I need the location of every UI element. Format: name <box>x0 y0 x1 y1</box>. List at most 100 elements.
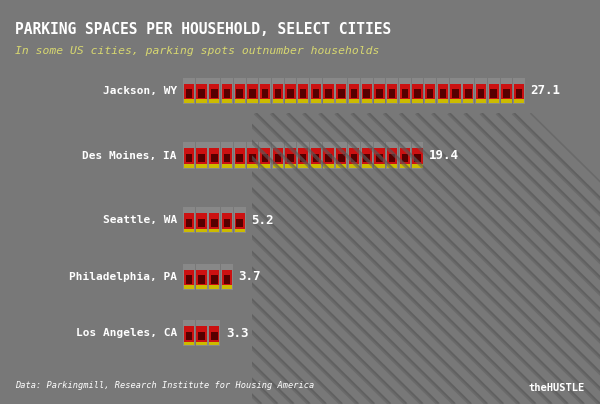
Bar <box>235 213 245 232</box>
Bar <box>222 269 232 288</box>
Bar <box>349 84 359 103</box>
Bar <box>235 99 245 103</box>
Text: 5.2: 5.2 <box>251 214 274 227</box>
Bar <box>287 89 294 98</box>
Bar <box>323 78 335 104</box>
Bar <box>235 84 245 103</box>
Bar <box>463 78 474 104</box>
Bar <box>236 89 243 98</box>
Bar <box>247 164 257 168</box>
Bar <box>298 84 308 103</box>
Bar <box>183 207 195 234</box>
Bar <box>222 148 232 167</box>
Text: PARKING SPACES PER HOUSEHOLD, SELECT CITIES: PARKING SPACES PER HOUSEHOLD, SELECT CIT… <box>15 22 391 37</box>
Bar <box>362 99 372 103</box>
Bar <box>209 99 220 103</box>
Bar <box>338 154 344 162</box>
Bar <box>451 99 461 103</box>
Bar <box>362 164 372 168</box>
Bar <box>361 143 373 169</box>
Bar <box>376 154 383 162</box>
Text: Philadelphia, PA: Philadelphia, PA <box>69 272 177 282</box>
Bar <box>222 285 232 289</box>
Bar <box>259 143 271 169</box>
Bar <box>260 99 270 103</box>
Bar <box>208 264 220 290</box>
Bar <box>234 207 245 234</box>
Bar <box>199 89 205 98</box>
Bar <box>399 143 411 169</box>
Bar <box>475 78 487 104</box>
Bar <box>224 275 230 284</box>
Bar <box>211 89 218 98</box>
Bar <box>386 143 398 169</box>
Bar <box>500 78 512 104</box>
Bar <box>184 342 194 345</box>
Bar <box>452 89 459 98</box>
Bar <box>374 148 385 167</box>
Bar <box>184 326 194 345</box>
Bar <box>311 99 321 103</box>
Bar <box>440 89 446 98</box>
Bar <box>298 143 309 169</box>
Bar <box>272 143 284 169</box>
Bar <box>325 154 332 162</box>
Bar <box>323 164 334 168</box>
Bar <box>249 89 256 98</box>
Bar <box>488 99 499 103</box>
Bar <box>362 148 372 167</box>
Bar <box>362 84 372 103</box>
Bar <box>222 164 232 168</box>
Bar <box>336 84 346 103</box>
Bar <box>351 89 357 98</box>
Bar <box>348 78 360 104</box>
Bar <box>286 99 296 103</box>
Bar <box>424 78 436 104</box>
Bar <box>284 143 296 169</box>
Bar <box>272 84 283 103</box>
Text: Jackson, WY: Jackson, WY <box>103 86 177 96</box>
Bar <box>438 84 448 103</box>
Bar <box>349 148 359 167</box>
Bar <box>335 78 347 104</box>
Text: Data: Parkingmill, Research Institute for Housing America: Data: Parkingmill, Research Institute fo… <box>15 381 314 390</box>
Bar <box>300 154 307 162</box>
Bar <box>425 99 436 103</box>
Bar <box>196 143 208 169</box>
Bar <box>196 84 207 103</box>
Bar <box>311 164 321 168</box>
Bar <box>247 84 257 103</box>
Bar <box>287 154 294 162</box>
Bar <box>236 219 243 227</box>
Bar <box>336 164 346 168</box>
Bar <box>389 89 395 98</box>
Bar <box>259 78 271 104</box>
Bar <box>209 213 220 232</box>
Bar <box>386 78 398 104</box>
Bar <box>249 154 256 162</box>
Bar <box>235 229 245 232</box>
Bar <box>196 320 208 347</box>
Bar <box>211 332 218 340</box>
Bar <box>298 164 308 168</box>
Bar <box>196 326 207 345</box>
Bar <box>209 164 220 168</box>
Bar <box>209 84 220 103</box>
Bar <box>401 154 408 162</box>
Bar <box>196 213 207 232</box>
Bar <box>208 320 220 347</box>
Bar <box>488 84 499 103</box>
Bar <box>336 99 346 103</box>
Text: Seattle, WA: Seattle, WA <box>103 215 177 225</box>
Bar <box>387 84 397 103</box>
Bar <box>272 164 283 168</box>
Bar <box>323 148 334 167</box>
Bar <box>298 148 308 167</box>
Bar <box>184 148 194 167</box>
Bar <box>323 143 335 169</box>
Bar <box>387 148 397 167</box>
Bar <box>196 207 208 234</box>
Bar <box>286 148 296 167</box>
Bar <box>374 164 385 168</box>
Bar <box>450 78 461 104</box>
